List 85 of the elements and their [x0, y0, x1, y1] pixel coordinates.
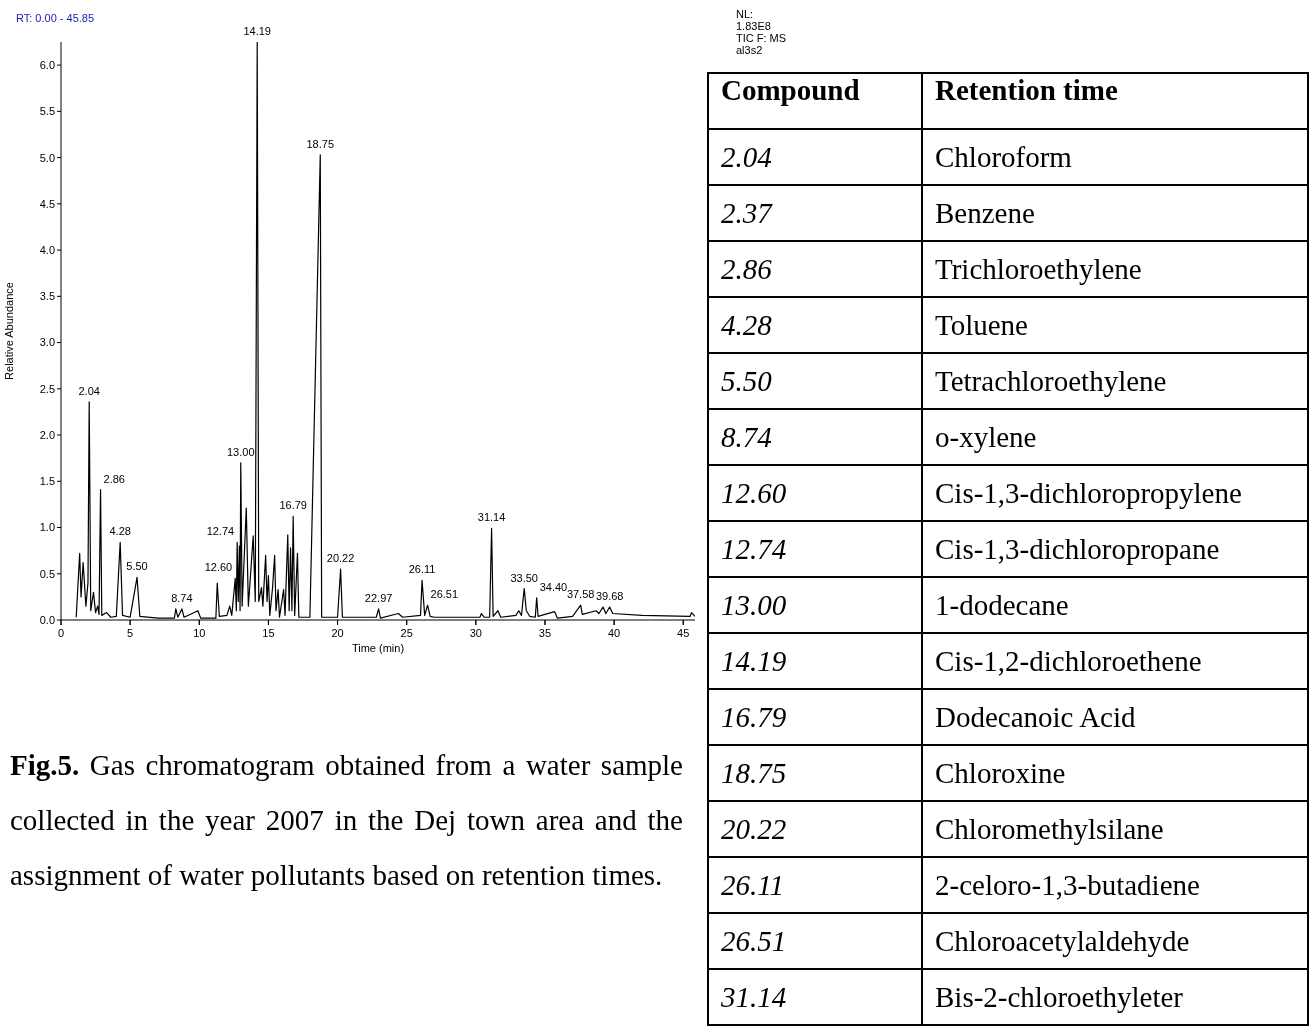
text: Chloroform [922, 129, 1308, 185]
x-axis-title: Time (min) [351, 642, 405, 654]
text: 1.83E8 [736, 20, 772, 32]
x-tick-label: 5 [127, 627, 134, 639]
y-axis-title: Relative Abundance [2, 282, 15, 380]
x-tick-label: 30 [469, 627, 482, 639]
text: 13.00 [708, 577, 922, 633]
text: Bis-2-chloroethyleter [922, 969, 1308, 1025]
annotation: 2.04 [78, 384, 100, 397]
text: 12.74 [708, 521, 922, 577]
text: 1-dodecane [922, 577, 1308, 633]
text: 5.50 [708, 353, 922, 409]
text: Toluene [922, 297, 1308, 353]
y-tick-label: 2.0 [39, 428, 55, 441]
x-tick-label: 40 [607, 627, 621, 639]
caption: Fig.5. Gas chromatogram obtained from a water sample collected in the year 2007 in the Dej town area and the assignment of water pollutants based on retention times. [10, 748, 683, 893]
text: 16.79 [708, 689, 922, 745]
text: 12.60 [708, 465, 922, 521]
text: Cis-1,2-dichloroethene [922, 633, 1308, 689]
y-tick-label: 4.5 [39, 197, 55, 210]
annotation: 37.58 [566, 588, 595, 601]
annotation: 14.19 [243, 25, 271, 37]
y-tick-label: 0.0 [39, 613, 55, 626]
text: Cis-1,3-dichloropropane [922, 521, 1308, 577]
text: Benzene [922, 185, 1308, 241]
text: 14.19 [708, 633, 922, 689]
annotation: 18.75 [306, 137, 335, 150]
x-tick-label: 15 [262, 627, 275, 639]
x-tick-label: 25 [400, 627, 413, 639]
text: Chloroacetylaldehyde [922, 913, 1308, 969]
annotation: 33.50 [510, 571, 538, 584]
annotation: 12.60 [204, 561, 233, 574]
x-tick-label: 0 [57, 627, 65, 639]
text: NL: [736, 8, 755, 20]
text: o-xylene [922, 409, 1308, 465]
text: Retention time [922, 73, 1308, 129]
y-tick-label: 5.0 [39, 151, 55, 164]
text: 4.28 [708, 297, 922, 353]
text: Tetrachloroethylene [922, 353, 1308, 409]
annotation: 20.22 [326, 552, 355, 565]
x-tick-label: 10 [193, 627, 206, 639]
y-tick-label: 6.0 [39, 59, 55, 72]
annotation: 8.74 [171, 591, 193, 604]
annotation: 12.74 [206, 525, 235, 538]
text: Compound [708, 73, 922, 129]
annotation: 31.14 [477, 511, 506, 524]
y-tick-label: 3.5 [39, 290, 55, 303]
annotation: 13.00 [226, 445, 255, 458]
annotation: 2.86 [103, 472, 125, 485]
x-tick-label: 45 [677, 627, 690, 639]
annotation: 4.28 [109, 525, 131, 538]
text: 26.51 [708, 913, 922, 969]
text: al3s2 [736, 44, 764, 56]
text: 18.75 [708, 745, 922, 801]
text: RT: 0.00 - 45.85 [16, 12, 95, 24]
annotation: 34.40 [539, 580, 568, 593]
annotation: 26.51 [430, 588, 459, 601]
text: 20.22 [708, 801, 922, 857]
annotation: 26.11 [408, 563, 436, 576]
y-tick-label: 1.0 [39, 521, 55, 534]
annotation: 22.97 [364, 591, 393, 604]
text: 31.14 [708, 969, 922, 1025]
text: Chloroxine [922, 745, 1308, 801]
text: 2.37 [708, 185, 922, 241]
x-tick-label: 35 [538, 627, 552, 639]
text: 2.86 [708, 241, 922, 297]
text: Chloromethylsilane [922, 801, 1308, 857]
y-tick-label: 0.5 [39, 567, 55, 580]
text: 8.74 [708, 409, 922, 465]
y-tick-label: 5.5 [39, 105, 55, 118]
text: 2.04 [708, 129, 922, 185]
x-tick-label: 20 [331, 627, 344, 639]
text: TIC F: MS [736, 32, 787, 44]
annotation: 5.50 [126, 560, 148, 573]
text: Dodecanoic Acid [922, 689, 1308, 745]
y-tick-label: 3.0 [39, 336, 55, 349]
y-tick-label: 1.5 [39, 475, 55, 488]
text: 26.11 [708, 857, 922, 913]
text: 2-celoro-1,3-butadiene [922, 857, 1308, 913]
y-tick-label: 2.5 [39, 382, 55, 395]
y-tick-label: 4.0 [39, 243, 55, 256]
annotation: 39.68 [595, 590, 624, 603]
annotation: 16.79 [279, 499, 307, 512]
text: Cis-1,3-dichloropropylene [922, 465, 1308, 521]
text: Trichloroethylene [922, 241, 1308, 297]
